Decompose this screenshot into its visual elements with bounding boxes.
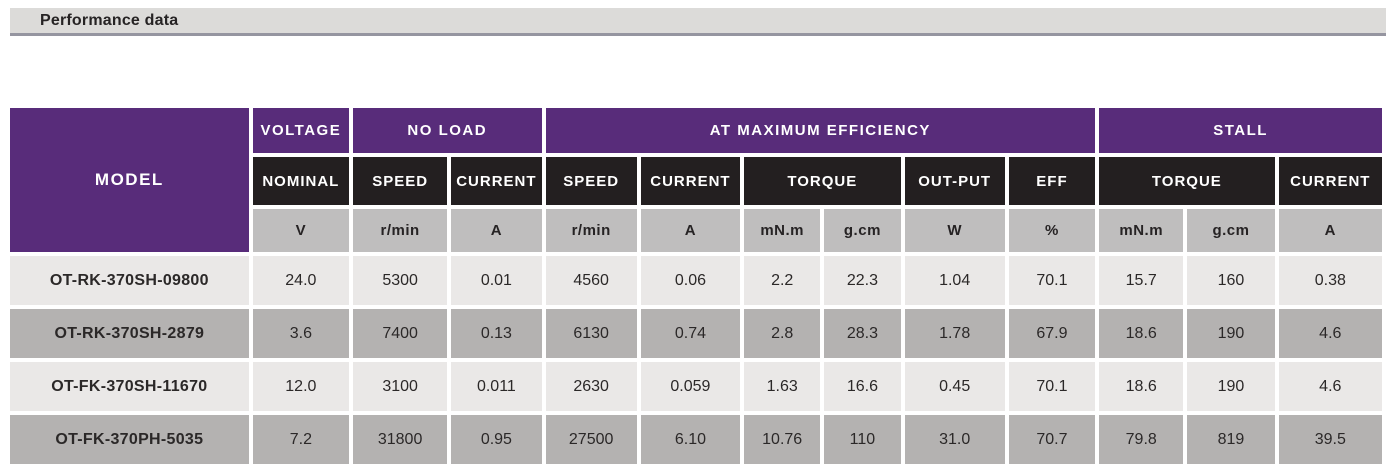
- group-header-no-load: NO LOAD: [352, 108, 542, 153]
- subheader-current-maxeff: CURRENT: [640, 157, 741, 205]
- table-row: OT-FK-370SH-11670 12.0 3100 0.011 2630 0…: [10, 362, 1382, 411]
- unit-cell: g.cm: [1187, 209, 1275, 252]
- section-title: Performance data: [40, 11, 179, 29]
- data-cell: 31.0: [904, 415, 1005, 464]
- data-cell: 22.3: [824, 256, 901, 305]
- data-cell: 1.04: [904, 256, 1005, 305]
- model-cell: OT-RK-370SH-2879: [10, 309, 249, 358]
- subheader-speed-maxeff: SPEED: [545, 157, 637, 205]
- data-cell: 18.6: [1099, 362, 1184, 411]
- data-cell: 0.059: [640, 362, 741, 411]
- subheader-nominal: NOMINAL: [252, 157, 349, 205]
- data-cell: 4.6: [1278, 362, 1382, 411]
- data-cell: 2.2: [744, 256, 821, 305]
- unit-cell: g.cm: [824, 209, 901, 252]
- data-cell: 6.10: [640, 415, 741, 464]
- model-cell: OT-RK-370SH-09800: [10, 256, 249, 305]
- data-cell: 0.38: [1278, 256, 1382, 305]
- model-cell: OT-FK-370PH-5035: [10, 415, 249, 464]
- unit-cell: V: [252, 209, 349, 252]
- data-cell: 70.1: [1008, 256, 1096, 305]
- data-cell: 12.0: [252, 362, 349, 411]
- performance-data-table: MODEL VOLTAGE NO LOAD AT MAXIMUM EFFICIE…: [6, 104, 1386, 468]
- table-row: OT-RK-370SH-09800 24.0 5300 0.01 4560 0.…: [10, 256, 1382, 305]
- data-cell: 70.7: [1008, 415, 1096, 464]
- units-row: V r/min A r/min A mN.m g.cm W % mN.m g.c…: [10, 209, 1382, 252]
- data-cell: 28.3: [824, 309, 901, 358]
- subheader-current-noload: CURRENT: [451, 157, 542, 205]
- data-cell: 70.1: [1008, 362, 1096, 411]
- unit-cell: A: [640, 209, 741, 252]
- data-cell: 39.5: [1278, 415, 1382, 464]
- unit-cell: mN.m: [1099, 209, 1184, 252]
- data-cell: 0.45: [904, 362, 1005, 411]
- data-cell: 3100: [352, 362, 448, 411]
- model-column-header: MODEL: [10, 108, 249, 252]
- group-header-voltage: VOLTAGE: [252, 108, 349, 153]
- data-cell: 18.6: [1099, 309, 1184, 358]
- model-cell: OT-FK-370SH-11670: [10, 362, 249, 411]
- data-cell: 7.2: [252, 415, 349, 464]
- data-cell: 67.9: [1008, 309, 1096, 358]
- data-cell: 0.011: [451, 362, 542, 411]
- data-cell: 3.6: [252, 309, 349, 358]
- table-row: OT-RK-370SH-2879 3.6 7400 0.13 6130 0.74…: [10, 309, 1382, 358]
- unit-cell: %: [1008, 209, 1096, 252]
- data-cell: 79.8: [1099, 415, 1184, 464]
- unit-cell: r/min: [352, 209, 448, 252]
- data-cell: 190: [1187, 362, 1275, 411]
- data-cell: 16.6: [824, 362, 901, 411]
- header-group-row: MODEL VOLTAGE NO LOAD AT MAXIMUM EFFICIE…: [10, 108, 1382, 252]
- data-cell: 0.95: [451, 415, 542, 464]
- group-header-at-maximum-efficiency: AT MAXIMUM EFFICIENCY: [545, 108, 1096, 153]
- data-cell: 7400: [352, 309, 448, 358]
- data-cell: 5300: [352, 256, 448, 305]
- data-cell: 160: [1187, 256, 1275, 305]
- data-cell: 10.76: [744, 415, 821, 464]
- subheader-eff: EFF: [1008, 157, 1096, 205]
- data-cell: 819: [1187, 415, 1275, 464]
- unit-cell: A: [451, 209, 542, 252]
- data-cell: 0.13: [451, 309, 542, 358]
- group-header-stall: STALL: [1099, 108, 1382, 153]
- data-cell: 1.78: [904, 309, 1005, 358]
- section-title-bar: Performance data: [10, 8, 1386, 36]
- data-cell: 27500: [545, 415, 637, 464]
- subheader-current-stall: CURRENT: [1278, 157, 1382, 205]
- data-cell: 110: [824, 415, 901, 464]
- data-cell: 190: [1187, 309, 1275, 358]
- unit-cell: A: [1278, 209, 1382, 252]
- data-cell: 2630: [545, 362, 637, 411]
- data-cell: 24.0: [252, 256, 349, 305]
- data-cell: 2.8: [744, 309, 821, 358]
- data-cell: 4560: [545, 256, 637, 305]
- unit-cell: r/min: [545, 209, 637, 252]
- data-cell: 0.74: [640, 309, 741, 358]
- subheader-speed-noload: SPEED: [352, 157, 448, 205]
- data-cell: 31800: [352, 415, 448, 464]
- data-cell: 0.01: [451, 256, 542, 305]
- unit-cell: W: [904, 209, 1005, 252]
- table-row: OT-FK-370PH-5035 7.2 31800 0.95 27500 6.…: [10, 415, 1382, 464]
- data-cell: 0.06: [640, 256, 741, 305]
- data-cell: 1.63: [744, 362, 821, 411]
- subheader-torque-stall: TORQUE: [1099, 157, 1275, 205]
- data-cell: 6130: [545, 309, 637, 358]
- subheader-output: OUT-PUT: [904, 157, 1005, 205]
- data-cell: 15.7: [1099, 256, 1184, 305]
- header-sub-row: NOMINAL SPEED CURRENT SPEED CURRENT TORQ…: [10, 157, 1382, 205]
- data-cell: 4.6: [1278, 309, 1382, 358]
- subheader-torque-maxeff: TORQUE: [744, 157, 901, 205]
- unit-cell: mN.m: [744, 209, 821, 252]
